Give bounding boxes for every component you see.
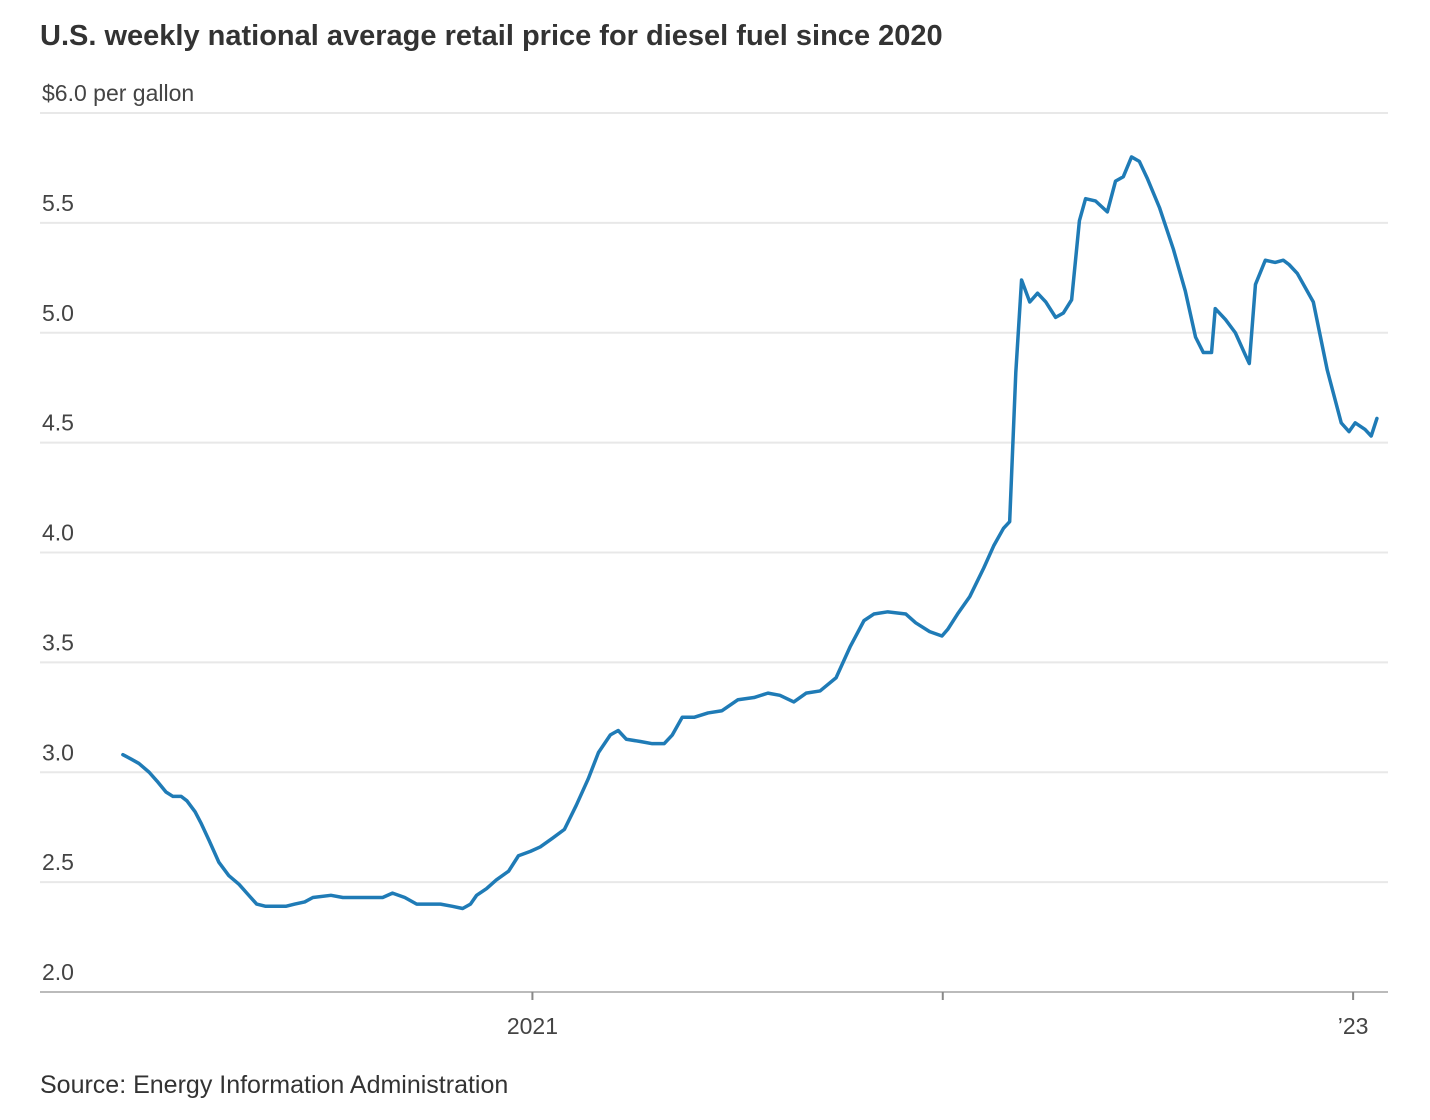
- data-line: [121, 155, 1379, 911]
- y-tick-label: 3.5: [42, 629, 74, 655]
- y-tick-label: 3.0: [42, 739, 74, 765]
- x-tick-label: ’23: [1338, 1013, 1369, 1039]
- x-tick-label: 2021: [507, 1013, 558, 1039]
- y-tick-label: 4.0: [42, 520, 74, 546]
- y-tick-label: 5.0: [42, 300, 74, 326]
- chart-title: U.S. weekly national average retail pric…: [40, 20, 943, 52]
- y-tick-label: 2.5: [42, 849, 74, 875]
- source-note: Source: Energy Information Administratio…: [40, 1071, 508, 1099]
- y-tick-label: 4.5: [42, 410, 74, 436]
- y-tick-label: 5.5: [42, 190, 74, 216]
- y-tick-label: $6.0 per gallon: [42, 80, 194, 106]
- y-tick-label: 2.0: [42, 959, 74, 985]
